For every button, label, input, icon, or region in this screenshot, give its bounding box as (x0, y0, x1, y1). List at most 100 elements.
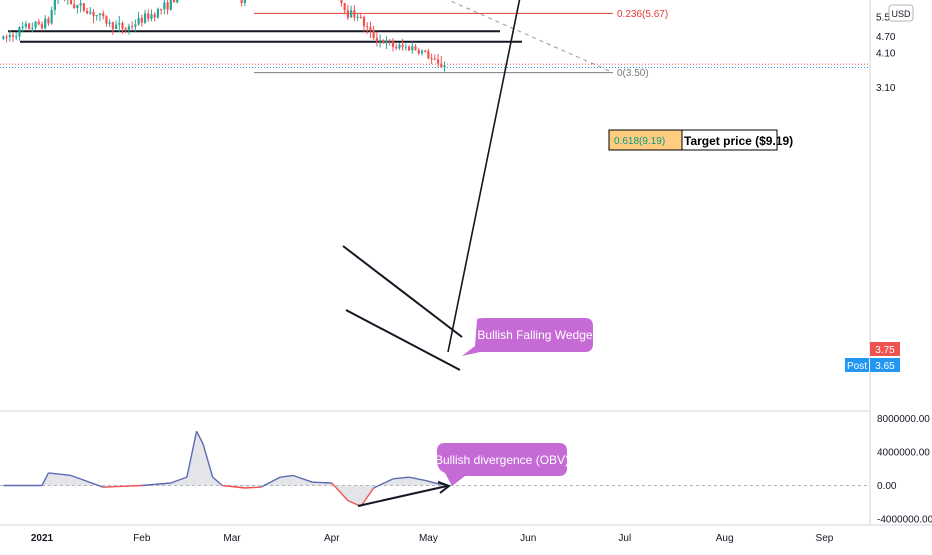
candle-body (350, 10, 353, 18)
candle-body (417, 50, 420, 54)
candle-body (131, 26, 134, 28)
candle-body (163, 2, 166, 10)
price-tick-label: 5.50 (876, 13, 896, 24)
target-price-text: Target price ($9.19) (684, 134, 793, 148)
obv-segment (360, 487, 375, 507)
time-tick-label: Mar (223, 533, 241, 544)
obv-panel (0, 430, 870, 508)
time-tick-label: Sep (816, 533, 834, 544)
candle-body (108, 22, 111, 24)
candle-body (436, 59, 440, 64)
obv-segment (202, 443, 214, 478)
candle-body (47, 18, 50, 24)
obv-segment (392, 476, 410, 480)
candle-body (353, 10, 356, 18)
candle-body (372, 30, 375, 38)
obv-segment (408, 476, 426, 482)
candle-body (118, 23, 121, 25)
candle-body (143, 13, 147, 23)
obv-segment (141, 482, 171, 487)
time-tick-label: Feb (133, 533, 151, 544)
candle-body (166, 2, 169, 10)
candle-body (50, 10, 53, 24)
obv-fill (3, 431, 445, 507)
candle-body (172, 0, 176, 3)
candle-body (105, 16, 108, 24)
candle-body (169, 0, 172, 10)
currency-badge[interactable]: USD (888, 4, 914, 22)
obv-tick-label: -4000000.00 (877, 514, 932, 525)
candle-body (137, 17, 140, 25)
candle-body (362, 17, 366, 27)
candle-body (176, 0, 179, 3)
candle-body (121, 23, 124, 29)
last-price-value: 3.75 (875, 345, 895, 356)
candle-body (369, 27, 372, 31)
candle-body (134, 24, 137, 27)
price-tick-label: 3.10 (876, 83, 896, 94)
time-tick-label: Apr (324, 533, 340, 544)
candle-body (2, 36, 5, 40)
obv-segment (425, 479, 439, 485)
obv-callout-text: Bullish divergence (OBV) (435, 453, 569, 467)
obv-segment (70, 474, 104, 488)
candle-body (366, 26, 369, 28)
fib-level-label: 0(3.50) (617, 68, 649, 79)
candle-body (375, 37, 378, 42)
candle-body (427, 50, 430, 59)
projection-arrow-line (447, 0, 521, 353)
fib-618-label: 0.618(9.19) (614, 136, 665, 147)
candle-body (89, 11, 92, 14)
candle-body (21, 26, 24, 28)
obv-segment (212, 476, 223, 487)
candle-body (44, 18, 47, 29)
obv-callout: Bullish divergence (OBV) (435, 443, 569, 486)
candle-body (53, 0, 56, 11)
candle-body (76, 5, 79, 8)
candle-body (28, 23, 31, 29)
time-axis: 2021 Feb Mar Apr May Jun Jul Aug Sep (31, 533, 834, 544)
obv-segment (41, 472, 50, 486)
candle-body (343, 3, 346, 11)
obv-segment (186, 431, 198, 478)
candle-body (82, 3, 85, 11)
price-tick-label: 4.10 (876, 49, 896, 60)
obv-tick-label: 0.00 (877, 481, 897, 492)
time-tick-label: Jun (520, 533, 536, 544)
candle-body (420, 50, 424, 54)
candle-body (340, 0, 343, 4)
obv-segment (260, 476, 281, 488)
time-tick-label: May (419, 533, 438, 544)
candle-body (407, 46, 411, 51)
candle-body (433, 58, 436, 60)
candle-body (395, 46, 398, 49)
falling-wedge (342, 245, 463, 371)
price-tick-label: 4.70 (876, 32, 896, 43)
candle-body (85, 10, 89, 14)
price-axis: 16.0014.0012.0010.008.507.506.505.504.70… (876, 0, 896, 94)
obv-tick-label: 4000000.00 (877, 448, 930, 459)
price-tick-label: 6.50 (876, 0, 896, 3)
obv-segment (48, 472, 72, 477)
candle-body (24, 23, 27, 27)
candle-body (440, 63, 443, 68)
candle-body (160, 9, 163, 11)
candle-body (346, 10, 349, 18)
candle-body (156, 9, 160, 18)
candlesticks (2, 0, 446, 72)
trend-fib-diagonal (447, 0, 614, 74)
obv-segment (373, 478, 394, 489)
candle-body (40, 24, 44, 29)
candle-body (359, 16, 362, 18)
candle-body (150, 14, 153, 19)
candle-body (414, 46, 417, 51)
obv-axis: 8000000.00 4000000.00 0.00 -4000000.00 (877, 414, 932, 525)
candle-body (379, 40, 382, 42)
obv-segment (195, 430, 204, 445)
candle-body (111, 22, 114, 30)
candle-body (411, 46, 414, 51)
candle-body (382, 40, 385, 44)
candle-body (424, 50, 427, 52)
post-label: Post (847, 361, 867, 372)
